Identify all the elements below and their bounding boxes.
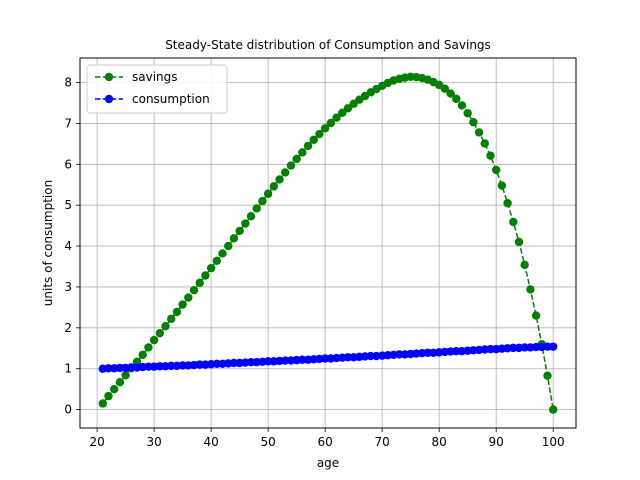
savings-point (275, 175, 284, 184)
legend-label: consumption (132, 92, 210, 106)
savings-point (115, 378, 125, 387)
y-tick-label: 3 (64, 280, 72, 294)
y-tick-label: 6 (64, 157, 72, 171)
savings-point (520, 260, 529, 270)
series-layer (98, 72, 558, 414)
savings-point (144, 343, 153, 352)
savings-point (486, 151, 495, 160)
savings-point (543, 371, 552, 380)
savings-point (195, 278, 204, 288)
legend-label: savings (132, 70, 178, 84)
chart-title: Steady-State distribution of Consumption… (165, 38, 491, 52)
savings-point (497, 181, 507, 190)
savings-point (246, 212, 256, 221)
savings-point (315, 129, 324, 139)
y-tick-label: 8 (64, 76, 72, 90)
plot-frame (79, 57, 577, 429)
savings-point (469, 117, 478, 127)
savings-point (218, 249, 227, 258)
savings-point (292, 154, 301, 164)
y-tick-label: 2 (64, 321, 72, 335)
savings-point (491, 165, 501, 175)
y-tick-label: 4 (64, 239, 72, 253)
x-tick-label: 40 (203, 435, 218, 449)
x-axis-label: age (317, 456, 339, 470)
savings-point (178, 300, 187, 309)
savings-point (201, 271, 210, 280)
savings-point (161, 321, 170, 331)
savings-point (229, 234, 239, 243)
savings-point (184, 293, 193, 302)
savings-point (281, 168, 290, 177)
savings-point (463, 108, 472, 118)
legend-item-consumption: consumption (95, 92, 210, 106)
x-tick-label: 50 (260, 435, 275, 449)
x-tick-label: 30 (146, 435, 161, 449)
savings-point (326, 118, 336, 128)
savings-point (269, 182, 279, 191)
savings-point (121, 371, 130, 380)
savings-point (155, 328, 165, 338)
consumption-point (548, 342, 558, 351)
savings-point (110, 384, 119, 394)
savings-point (241, 219, 250, 228)
savings-point (149, 335, 159, 345)
tick-layer: 20 30 40 50 60 70 80 90 100 0 1 2 3 4 5 6 7 8 (64, 76, 564, 449)
y-tick-label: 0 (64, 403, 72, 417)
savings-point (338, 108, 347, 117)
x-tick-label: 60 (318, 435, 333, 449)
y-tick-label: 1 (64, 362, 72, 376)
savings-point (457, 101, 467, 110)
x-tick-label: 70 (375, 435, 390, 449)
savings-point (235, 226, 244, 236)
savings-point (531, 311, 541, 320)
savings-point (263, 189, 273, 198)
savings-point (206, 263, 216, 273)
savings-point (440, 84, 450, 93)
legend-item-savings: savings (95, 70, 178, 84)
savings-point (298, 148, 307, 157)
savings-point (212, 256, 222, 265)
legend: savings consumption (86, 64, 228, 114)
savings-point (480, 139, 489, 148)
legend-marker (104, 72, 114, 82)
x-tick-label: 90 (489, 435, 504, 449)
x-tick-label: 20 (89, 435, 104, 449)
y-tick-label: 5 (64, 198, 72, 212)
x-tick-label: 100 (542, 435, 565, 449)
savings-point (452, 94, 461, 104)
savings-point (526, 285, 535, 294)
grid (80, 58, 576, 428)
savings-point (343, 104, 353, 113)
y-axis-label: units of consumption (41, 180, 55, 306)
savings-point (474, 128, 484, 137)
savings-point (286, 161, 296, 170)
savings-point (104, 391, 113, 401)
savings-point (172, 307, 182, 317)
consumption-series (98, 342, 558, 373)
legend-marker (104, 94, 114, 104)
savings-point (332, 113, 341, 122)
savings-point (303, 141, 313, 151)
savings-point (503, 198, 512, 208)
savings-point (167, 314, 176, 324)
savings-point (138, 350, 147, 360)
savings-point (320, 124, 330, 133)
savings-point (189, 286, 199, 295)
savings-point (258, 196, 267, 206)
x-tick-label: 80 (432, 435, 447, 449)
y-tick-label: 7 (64, 116, 72, 130)
savings-point (548, 405, 558, 414)
savings-series (98, 72, 558, 414)
savings-point (446, 89, 455, 98)
savings-point (509, 217, 518, 227)
savings-point (98, 399, 108, 408)
savings-point (252, 204, 261, 213)
savings-point (224, 241, 233, 251)
savings-point (514, 237, 524, 247)
savings-point (309, 135, 318, 144)
